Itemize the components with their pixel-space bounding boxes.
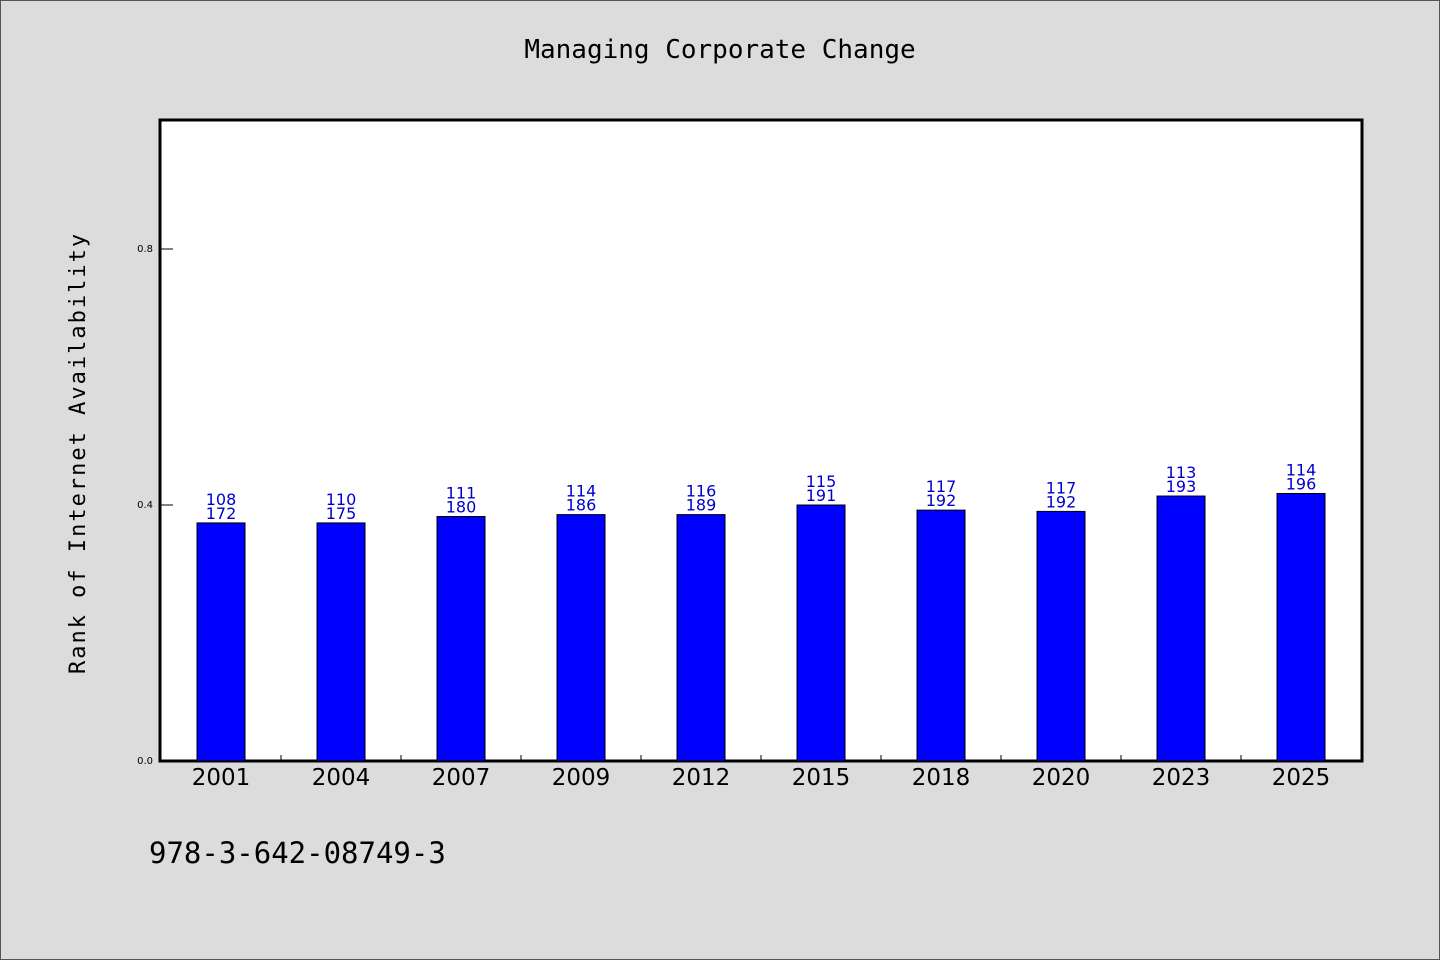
data-label-lower: 192 <box>1046 492 1077 511</box>
data-label-upper: 114 <box>1286 460 1317 479</box>
data-label-lower: 191 <box>806 486 837 505</box>
x-tick-label: 2025 <box>1272 765 1331 791</box>
bar <box>916 509 966 762</box>
bar <box>436 516 486 762</box>
bar <box>796 504 846 762</box>
data-label-upper: 113 <box>1166 463 1197 482</box>
data-label-lower: 186 <box>566 496 597 515</box>
data-label-upper: 115 <box>806 472 837 491</box>
data-label-upper: 114 <box>566 482 597 501</box>
x-tick-label: 2009 <box>552 765 611 791</box>
y-tick-label: 0.4 <box>137 500 153 511</box>
data-label-upper: 111 <box>446 484 477 503</box>
data-label-lower: 172 <box>206 504 237 523</box>
bar <box>676 514 726 762</box>
data-label-upper: 116 <box>686 482 717 501</box>
data-label-lower: 175 <box>326 504 357 523</box>
bar <box>556 514 606 762</box>
x-tick-label: 2018 <box>912 765 971 791</box>
data-label-upper: 117 <box>1046 478 1077 497</box>
x-tick-label: 2004 <box>312 765 371 791</box>
y-axis-label: Rank of Internet Availability <box>66 232 91 674</box>
y-tick-label: 0.0 <box>137 756 153 767</box>
bar <box>196 522 246 762</box>
data-label-lower: 193 <box>1166 477 1197 496</box>
bar <box>1276 492 1326 762</box>
isbn-text: 978-3-642-08749-3 <box>149 836 446 870</box>
bar <box>1036 510 1086 762</box>
chart-title: Managing Corporate Change <box>524 35 916 65</box>
bar <box>1156 495 1206 762</box>
data-label-upper: 117 <box>926 477 957 496</box>
bar <box>316 522 366 762</box>
y-tick-label: 0.8 <box>137 244 153 255</box>
x-tick-label: 2020 <box>1032 765 1091 791</box>
data-label-lower: 180 <box>446 498 477 517</box>
x-tick-label: 2001 <box>192 765 251 791</box>
x-tick-label: 2007 <box>432 765 491 791</box>
x-tick-label: 2015 <box>792 765 851 791</box>
y-axis-label-group: Rank of Internet Availability <box>66 232 91 674</box>
x-tick-label: 2023 <box>1152 765 1211 791</box>
tick-group: 0.0 0.4 0.8 2001 2004 2007 2009 2012 2015 2018 202… <box>137 244 1330 791</box>
x-tick-label: 2012 <box>672 765 731 791</box>
bar-group <box>196 492 1326 762</box>
data-label-lower: 192 <box>926 491 957 510</box>
data-label-lower: 196 <box>1286 474 1317 493</box>
data-label-upper: 108 <box>206 490 237 509</box>
data-label-upper: 110 <box>326 490 357 509</box>
data-label-lower: 189 <box>686 496 717 515</box>
